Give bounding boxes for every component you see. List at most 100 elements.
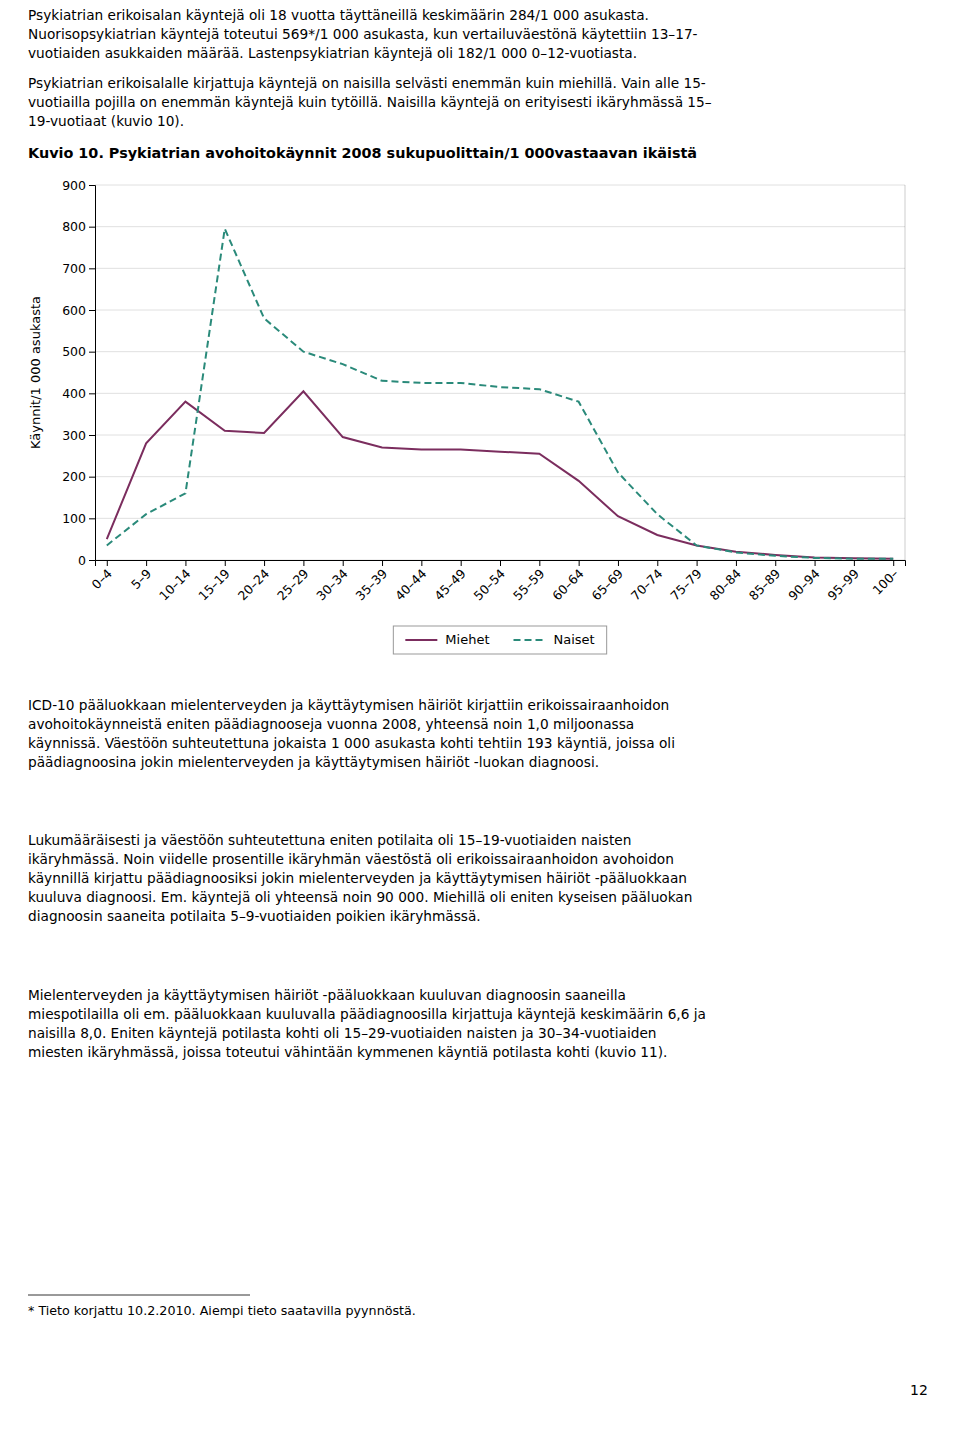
legend-item: Naiset: [514, 632, 595, 647]
x-tick-label: 85–89: [746, 566, 784, 604]
y-tick-mark: [89, 393, 95, 394]
y-tick: 100: [62, 511, 95, 526]
x-tick-mark: [185, 560, 186, 566]
y-axis-title: Käynnit/1 000 asukasta: [28, 296, 43, 449]
y-tick: 800: [62, 219, 95, 234]
x-tick-mark: [736, 560, 737, 566]
x-tick-label: 100–: [869, 566, 901, 598]
plot-frame-right: [905, 185, 906, 560]
paragraph-line: ikäryhmässä. Noin viidelle prosentille i…: [28, 851, 674, 867]
footnote: * Tieto korjattu 10.2.2010. Aiempi tieto…: [28, 1303, 416, 1318]
y-tick-label: 700: [62, 261, 86, 276]
x-tick-label: 20–24: [235, 566, 273, 604]
y-tick-mark: [89, 352, 95, 353]
x-axis: 0–45–910–1415–1920–2425–2930–3435–3940–4…: [89, 560, 906, 603]
grid-line: [95, 310, 905, 311]
x-tick-label: 5–9: [128, 566, 154, 592]
x-tick-label: 75–79: [667, 566, 705, 604]
x-tick: 95–99: [824, 560, 862, 603]
grid: [95, 185, 905, 560]
x-tick: 30–34: [313, 560, 351, 603]
y-tick: 500: [62, 344, 95, 359]
x-tick-label: 65–69: [589, 566, 627, 604]
paragraph: ICD-10 pääluokkaan mielenterveyden ja kä…: [28, 697, 675, 770]
paragraph-line: kuuluva diagnoosi. Em. käyntejä oli yhte…: [28, 889, 692, 905]
y-tick-mark: [89, 310, 95, 311]
y-tick-label: 300: [62, 428, 86, 443]
x-tick-mark: [461, 560, 462, 566]
x-tick-mark: [579, 560, 580, 566]
x-tick-label: 55–59: [510, 566, 548, 604]
x-tick: 0–4: [89, 560, 115, 592]
x-tick: 5–9: [128, 560, 154, 592]
x-tick-label: 45–49: [431, 566, 469, 604]
plot-lines: [107, 229, 893, 559]
x-tick: 80–84: [707, 560, 745, 603]
legend-swatch: [405, 639, 437, 641]
chart: 01002003004005006007008009000–45–910–141…: [62, 178, 905, 604]
x-tick: 20–24: [235, 560, 273, 603]
legend-swatch: [514, 639, 546, 641]
x-tick-label: 90–94: [785, 566, 823, 604]
x-tick-label: 35–39: [353, 566, 391, 604]
x-tick-label: 15–19: [195, 566, 233, 604]
legend: MiehetNaiset: [393, 626, 606, 654]
series-line: [107, 229, 893, 559]
y-tick: 200: [62, 469, 95, 484]
x-tick-label: 50–54: [471, 566, 509, 604]
x-tick: 55–59: [510, 560, 548, 603]
paragraph-line: Lukumääräisesti ja väestöön suhteutettun…: [28, 832, 631, 848]
x-tick-mark: [421, 560, 422, 566]
x-tick: 25–29: [274, 560, 312, 603]
paragraph: Psykiatrian erikoisalan käyntejä oli 18 …: [28, 7, 698, 61]
grid-line: [95, 268, 905, 269]
paragraph-line: miesten ikäryhmässä, joissa toteutui väh…: [28, 1044, 667, 1060]
paragraph-line: avohoitokäynneistä eniten päädiagnooseja…: [28, 716, 634, 732]
paragraph-line: Nuorisopsykiatrian käyntejä toteutui 569…: [28, 26, 698, 42]
x-tick: 75–79: [667, 560, 705, 603]
grid-line: [95, 518, 905, 519]
grid-line: [95, 226, 905, 227]
x-tick: 45–49: [431, 560, 469, 603]
x-tick-mark: [618, 560, 619, 566]
y-axis-line: [89, 186, 96, 561]
x-tick-mark: [146, 560, 147, 566]
paragraph-line: käynnillä kirjattu päädiagnoosiksi jokin…: [28, 870, 687, 886]
x-tick: 70–74: [628, 560, 666, 603]
x-tick-mark: [697, 560, 698, 566]
footnote-rule: [28, 1295, 250, 1296]
x-tick-mark: [539, 560, 540, 566]
x-tick-mark: [343, 560, 344, 566]
x-tick-label: 40–44: [392, 566, 430, 604]
y-tick-label: 600: [62, 303, 86, 318]
x-tick-label: 0–4: [89, 566, 115, 592]
x-tick-label: 25–29: [274, 566, 312, 604]
paragraph-line: käynnissä. Väestöön suhteutettuna jokais…: [28, 735, 675, 751]
x-tick-mark: [382, 560, 383, 566]
paragraph-line: naisilla 8,0. Eniten käyntejä potilasta …: [28, 1025, 657, 1041]
y-tick-mark: [89, 477, 95, 478]
y-tick-mark: [89, 268, 95, 269]
x-tick: 65–69: [589, 560, 627, 603]
x-tick-mark: [225, 560, 226, 566]
legend-label: Naiset: [554, 632, 595, 647]
y-tick-mark: [89, 227, 95, 228]
legend-frame: [393, 626, 606, 654]
y-tick-mark: [89, 435, 95, 436]
x-tick: 50–54: [471, 560, 509, 603]
x-tick-label: 80–84: [707, 566, 745, 604]
y-tick-label: 800: [62, 219, 86, 234]
x-tick: 60–64: [549, 560, 587, 603]
x-tick-label: 95–99: [824, 566, 862, 604]
y-tick: 0: [78, 553, 95, 568]
x-tick-mark: [893, 560, 894, 566]
y-tick: 300: [62, 428, 95, 443]
grid-line: [95, 393, 905, 394]
paragraph: Mielenterveyden ja käyttäytymisen häiriö…: [28, 987, 706, 1060]
y-tick: 900: [62, 178, 95, 193]
y-tick-label: 400: [62, 386, 86, 401]
x-tick-mark: [815, 560, 816, 566]
y-tick-label: 500: [62, 344, 86, 359]
x-tick-label: 60–64: [549, 566, 587, 604]
x-tick: 85–89: [746, 560, 784, 603]
